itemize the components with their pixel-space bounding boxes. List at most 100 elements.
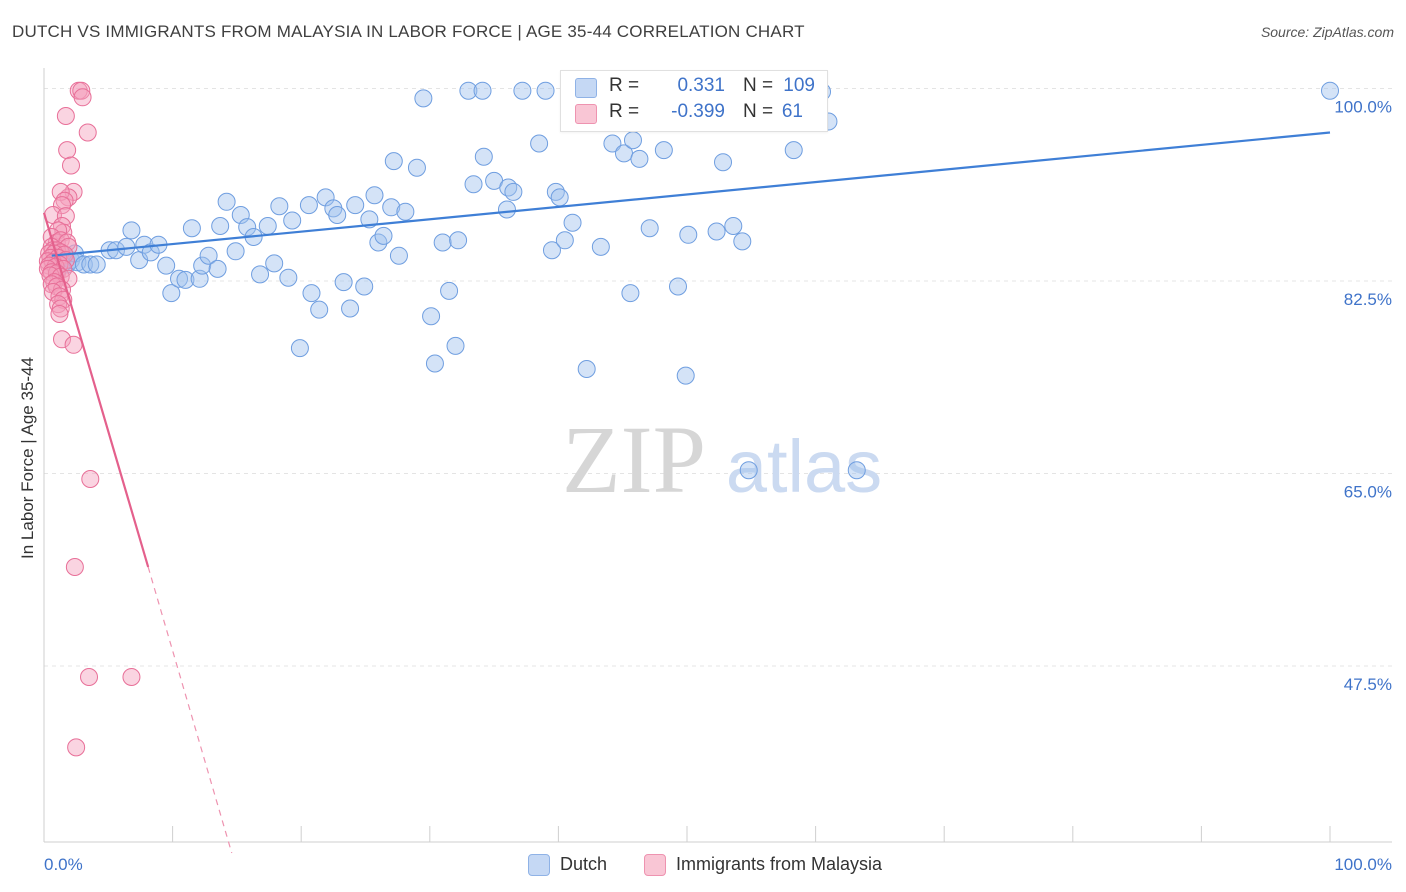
dutch-point — [290, 339, 309, 358]
dutch-point — [270, 197, 289, 216]
dutch-point — [640, 219, 659, 238]
y-tick-label: 65.0% — [1344, 483, 1392, 502]
dutch-point — [464, 175, 483, 194]
malaysia-trend-extension — [147, 566, 233, 854]
malaysia-point — [78, 123, 97, 142]
x-tick-label: 0.0% — [44, 855, 83, 874]
legend-label-dutch: Dutch — [560, 854, 608, 874]
malaysia-point — [53, 330, 72, 349]
dutch-point — [141, 243, 160, 262]
dutch-point — [355, 277, 374, 296]
dutch-point — [211, 217, 230, 235]
dutch-point — [122, 221, 141, 240]
dutch-point — [449, 231, 468, 250]
dutch-point — [679, 225, 698, 244]
dutch-point — [382, 198, 401, 217]
dutch-point — [676, 366, 695, 385]
chart-title: DUTCH VS IMMIGRANTS FROM MALAYSIA IN LAB… — [12, 22, 805, 41]
watermark-atlas: atlas — [726, 425, 882, 508]
dutch-point — [1321, 81, 1339, 100]
gridlines — [44, 88, 1392, 667]
dutch-point — [283, 211, 302, 230]
dutch-point — [623, 131, 642, 150]
dutch-point — [513, 81, 532, 100]
dutch-point — [497, 200, 516, 219]
malaysia-point — [73, 88, 92, 107]
malaysia-point — [81, 470, 100, 488]
legend-label-malaysia: Immigrants from Malaysia — [676, 854, 883, 874]
stats-n-value: 109 — [783, 75, 815, 96]
malaysia-trend-line — [42, 212, 150, 568]
dutch-point — [733, 232, 752, 251]
stats-row-dutch: R = 0.331 N = 109 — [575, 75, 815, 99]
tick-labels: 100.0% 82.5% 65.0% 47.5% 0.0% 100.0% — [44, 98, 1392, 875]
dutch-point — [341, 299, 360, 318]
malaysia-point — [56, 107, 75, 125]
dutch-point — [279, 268, 298, 287]
dutch-point — [251, 265, 270, 284]
dutch-point — [302, 284, 321, 303]
dutch-point — [190, 269, 209, 288]
dutch-point — [707, 222, 726, 241]
dutch-point — [714, 153, 733, 172]
legend-swatch-malaysia — [644, 854, 666, 876]
stats-box: R = 0.331 N = 109 R = -0.399 N = 61 — [560, 70, 828, 132]
dutch-point — [87, 255, 106, 274]
dutch-point — [724, 217, 743, 235]
dutch-point — [473, 81, 492, 100]
stats-r-label: R = — [609, 101, 640, 122]
malaysia-point — [51, 182, 70, 201]
dutch-point — [81, 255, 100, 274]
dutch-point — [654, 141, 673, 160]
dutch-point — [162, 284, 181, 303]
dutch-point — [530, 134, 549, 153]
stats-row-malaysia: R = -0.399 N = 61 — [575, 101, 815, 125]
stats-r-label: R = — [609, 75, 640, 96]
dutch-point — [784, 141, 803, 160]
trend-lines — [42, 131, 1331, 854]
dutch-point — [555, 231, 574, 250]
dutch-point — [328, 206, 347, 224]
malaysia-point — [67, 738, 86, 757]
malaysia-point — [53, 196, 72, 215]
dutch-point — [208, 259, 227, 278]
dutch-point — [425, 354, 444, 373]
dutch-point — [170, 269, 189, 288]
malaysia-point — [50, 305, 69, 323]
malaysia-point — [122, 668, 141, 686]
dutch-point — [668, 277, 687, 296]
dutch-point — [621, 284, 640, 303]
dutch-point — [346, 196, 365, 215]
y-tick-label: 100.0% — [1334, 98, 1392, 117]
stats-r-value: -0.399 — [671, 101, 725, 122]
malaysia-point — [64, 335, 83, 354]
malaysia-point — [80, 668, 99, 686]
dutch-point — [334, 273, 353, 292]
dutch-point — [577, 360, 596, 378]
dutch-point — [504, 182, 523, 201]
stats-r-value: 0.331 — [677, 75, 725, 96]
dutch-point — [446, 336, 465, 355]
dutch-point — [384, 152, 403, 171]
dutch-point — [217, 192, 236, 211]
stats-n-label: N = — [743, 101, 774, 122]
dutch-point — [414, 89, 433, 108]
malaysia-point — [51, 299, 70, 318]
dutch-point — [422, 307, 441, 326]
dutch-point — [630, 149, 649, 168]
dutch-point — [299, 196, 318, 215]
dutch-point — [396, 202, 415, 221]
dutch-point — [258, 217, 277, 235]
y-tick-label: 47.5% — [1344, 675, 1392, 694]
dutch-point — [563, 213, 582, 232]
stats-swatch-dutch — [575, 78, 597, 98]
dutch-point — [135, 235, 154, 254]
dutch-point — [440, 281, 459, 300]
stats-n-label: N = — [743, 75, 774, 96]
malaysia-point — [72, 81, 91, 100]
dutch-point — [591, 237, 610, 256]
dutch-point — [176, 270, 195, 289]
dutch-point — [474, 147, 493, 166]
dutch-point — [374, 226, 393, 245]
